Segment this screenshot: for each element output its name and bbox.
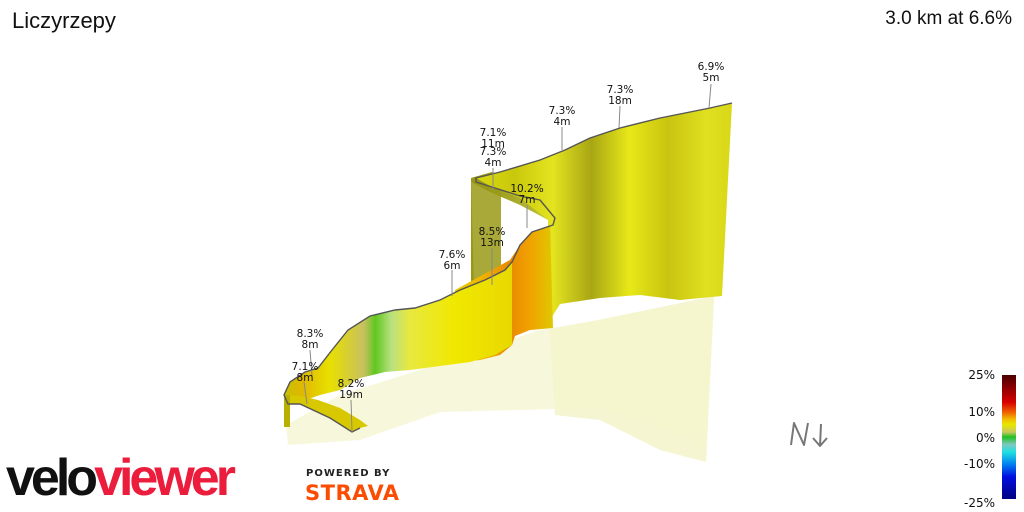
ribbon-top-edge <box>283 102 733 433</box>
annotation-length: 4m <box>485 157 502 169</box>
annotation-length: 13m <box>480 237 504 249</box>
annotation-length: 4m <box>554 116 571 128</box>
logo-viewer: viewer <box>94 449 236 507</box>
annotation-length: 5m <box>703 72 720 84</box>
annotation-length: 11m <box>481 138 505 150</box>
annotation-grade: 7.1% <box>292 361 319 373</box>
veloviewer-logo[interactable]: veloviewer <box>6 449 236 507</box>
annotation-grade: 6.9% <box>698 61 725 73</box>
annotation-length: 18m <box>608 95 632 107</box>
ribbon-shadow-right <box>550 296 714 462</box>
annotation-grade: 7.1% <box>480 127 507 139</box>
legend-label-min: -25% <box>963 496 995 510</box>
ribbon-start-edge <box>284 395 290 427</box>
annotation-grade: 8.3% <box>297 328 324 340</box>
annotation-grade: 10.2% <box>510 183 543 195</box>
annotation-length: 19m <box>339 389 363 401</box>
annotation-length: 8m <box>297 372 314 384</box>
ribbon-lower-section <box>284 262 512 404</box>
annotation-length: 6m <box>444 260 461 272</box>
annotation-leaders <box>303 83 712 433</box>
annotation-labels: 6.9% 5m 7.3% 18m 7.3% 4m 7.1% 11m 7.3% 4… <box>292 61 725 401</box>
annotation-grade: 8.2% <box>338 378 365 390</box>
strava-logo[interactable]: STRAVA <box>305 481 400 505</box>
legend-label-zero: 0% <box>975 431 995 445</box>
annotation-grade: 8.5% <box>479 226 506 238</box>
annotation-grade: 7.3% <box>607 84 634 96</box>
legend-label-max: 25% <box>968 368 995 382</box>
logo-velo: velo <box>6 449 98 507</box>
annotation-grade: 7.3% <box>480 146 507 158</box>
gradient-color-bar <box>1002 375 1016 499</box>
annotation-length: 8m <box>302 339 319 351</box>
powered-by-label: POWERED BY <box>306 468 391 479</box>
annotation-grade: 7.3% <box>549 105 576 117</box>
ribbon-start-section <box>284 395 368 432</box>
ribbon-upper-section <box>476 103 732 320</box>
annotation-grade: 7.6% <box>439 249 466 261</box>
segment-summary: 3.0 km at 6.6% <box>885 8 1012 29</box>
legend-label-high: 10% <box>968 405 995 419</box>
segment-title: Liczyrzepy <box>12 8 116 33</box>
annotation-length: 7m <box>519 194 536 206</box>
legend-label-low: -10% <box>963 457 995 471</box>
compass-north-icon <box>790 422 828 447</box>
